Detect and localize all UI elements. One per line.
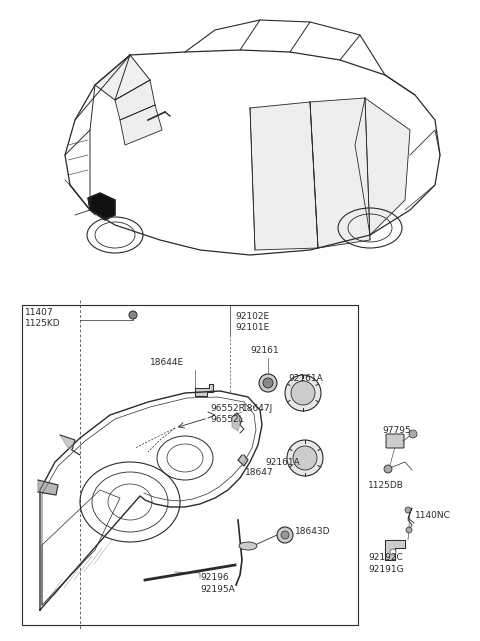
Circle shape (409, 430, 417, 438)
Polygon shape (115, 80, 155, 120)
Circle shape (259, 374, 277, 392)
Text: 92161A: 92161A (265, 458, 300, 467)
Polygon shape (195, 384, 213, 396)
Text: 92161: 92161 (250, 345, 278, 354)
Text: 18647: 18647 (245, 467, 274, 476)
Polygon shape (232, 413, 240, 431)
Text: 18643D: 18643D (295, 528, 331, 537)
Circle shape (263, 378, 273, 388)
Text: 92101E: 92101E (235, 322, 269, 331)
Text: 92195A: 92195A (200, 585, 235, 594)
FancyBboxPatch shape (386, 434, 404, 448)
Circle shape (277, 527, 293, 543)
Text: 97795: 97795 (382, 426, 411, 435)
Polygon shape (250, 102, 318, 250)
Text: 92161A: 92161A (288, 374, 323, 383)
Text: 18644E: 18644E (150, 358, 184, 367)
Circle shape (285, 375, 321, 411)
Circle shape (293, 446, 317, 470)
Text: 18647J: 18647J (242, 403, 273, 413)
Text: 1140NC: 1140NC (415, 510, 451, 519)
Ellipse shape (239, 542, 257, 550)
Polygon shape (385, 540, 405, 560)
Circle shape (291, 381, 315, 405)
Text: 92191G: 92191G (368, 565, 404, 574)
Text: 11407: 11407 (25, 308, 54, 317)
Text: 92102E: 92102E (235, 312, 269, 320)
Text: 96552R: 96552R (210, 403, 245, 413)
Polygon shape (238, 455, 248, 466)
Circle shape (287, 440, 323, 476)
Circle shape (390, 549, 396, 555)
Polygon shape (88, 193, 115, 220)
Polygon shape (120, 105, 162, 145)
Polygon shape (38, 480, 58, 495)
Text: 96552L: 96552L (210, 415, 244, 424)
Text: 1125KD: 1125KD (25, 319, 60, 328)
Polygon shape (95, 55, 150, 100)
Circle shape (384, 465, 392, 473)
Text: 92192C: 92192C (368, 553, 403, 563)
Circle shape (406, 527, 412, 533)
Circle shape (129, 311, 137, 319)
Polygon shape (310, 98, 370, 248)
Bar (22, 305, 358, 625)
Polygon shape (355, 98, 410, 235)
Polygon shape (60, 435, 80, 455)
Text: 92196: 92196 (200, 574, 228, 583)
Circle shape (405, 507, 411, 513)
Text: 1125DB: 1125DB (368, 481, 404, 490)
Circle shape (281, 531, 289, 539)
